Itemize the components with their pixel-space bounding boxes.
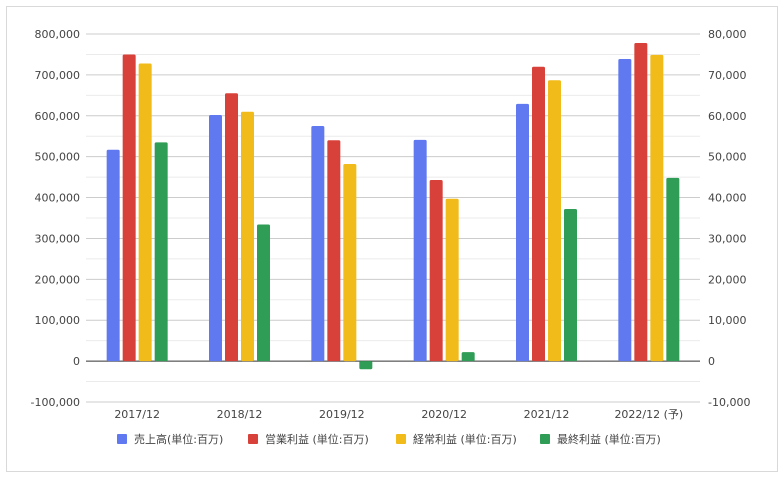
category-label: 2020/12 (421, 408, 467, 421)
right-tick-label: 30,000 (708, 232, 747, 245)
right-axis-ticks: 80,000 70,000 60,000 50,000 40,000 30,000 20,0… (708, 28, 750, 409)
left-tick-label: 700,000 (35, 69, 81, 82)
category-label: 2021/12 (524, 408, 570, 421)
right-tick-label: 60,000 (708, 110, 747, 123)
bar (154, 142, 168, 362)
right-tick-label: 40,000 (708, 192, 747, 205)
bar (311, 126, 325, 362)
legend-swatch (396, 434, 406, 444)
left-axis-ticks: 800,000 700,000 600,000 500,000 400,000 300,0… (31, 28, 80, 409)
bar (532, 66, 545, 362)
left-tick-label: 400,000 (35, 192, 81, 205)
gridlines (86, 33, 700, 403)
right-tick-label: 20,000 (708, 273, 747, 286)
bars (106, 42, 680, 370)
left-tick-label: 100,000 (35, 314, 81, 327)
right-tick-label: -10,000 (708, 396, 750, 409)
bar (413, 139, 427, 362)
right-tick-label: 50,000 (708, 151, 747, 164)
bar (564, 209, 577, 362)
bar (138, 63, 152, 362)
category-label: 2022/12 (予) (614, 408, 683, 421)
category-label: 2018/12 (217, 408, 263, 421)
bar (429, 179, 443, 362)
right-tick-label: 80,000 (708, 28, 747, 41)
category-labels: 2017/12 2018/12 2019/12 2020/12 2021/12 2022/… (114, 408, 683, 421)
legend-swatch (540, 434, 550, 444)
legend-label: 経常利益 (単位:百万) (413, 432, 517, 446)
bar (225, 93, 238, 362)
legend-swatch (117, 434, 127, 444)
right-tick-label: 10,000 (708, 314, 747, 327)
legend-label: 営業利益 (単位:百万) (265, 432, 369, 446)
bar (327, 140, 341, 362)
bar (650, 54, 664, 362)
bar (634, 42, 648, 362)
left-tick-label: 500,000 (35, 151, 81, 164)
bar (445, 198, 459, 362)
bar (461, 352, 475, 362)
bar (209, 114, 222, 362)
legend: 売上高(単位:百万) 営業利益 (単位:百万) 経常利益 (単位:百万) 最終利益 (… (117, 432, 661, 446)
bar (548, 80, 561, 362)
right-tick-label: 0 (708, 355, 715, 368)
category-label: 2017/12 (114, 408, 160, 421)
bar (359, 361, 373, 370)
bar (343, 164, 357, 362)
legend-label: 最終利益 (単位:百万) (557, 432, 661, 446)
bar (241, 111, 254, 362)
bar (122, 54, 136, 362)
bar (516, 103, 529, 362)
left-tick-label: 0 (73, 355, 80, 368)
left-tick-label: 600,000 (35, 110, 81, 123)
left-tick-label: 200,000 (35, 273, 81, 286)
category-label: 2019/12 (319, 408, 365, 421)
bar (618, 58, 632, 362)
bar (106, 149, 120, 362)
right-tick-label: 70,000 (708, 69, 747, 82)
left-tick-label: -100,000 (31, 396, 80, 409)
legend-swatch (248, 434, 258, 444)
left-tick-label: 300,000 (35, 232, 81, 245)
bar (257, 224, 270, 362)
left-tick-label: 800,000 (35, 28, 81, 41)
bar (666, 177, 680, 362)
legend-label: 売上高(単位:百万) (134, 432, 223, 446)
